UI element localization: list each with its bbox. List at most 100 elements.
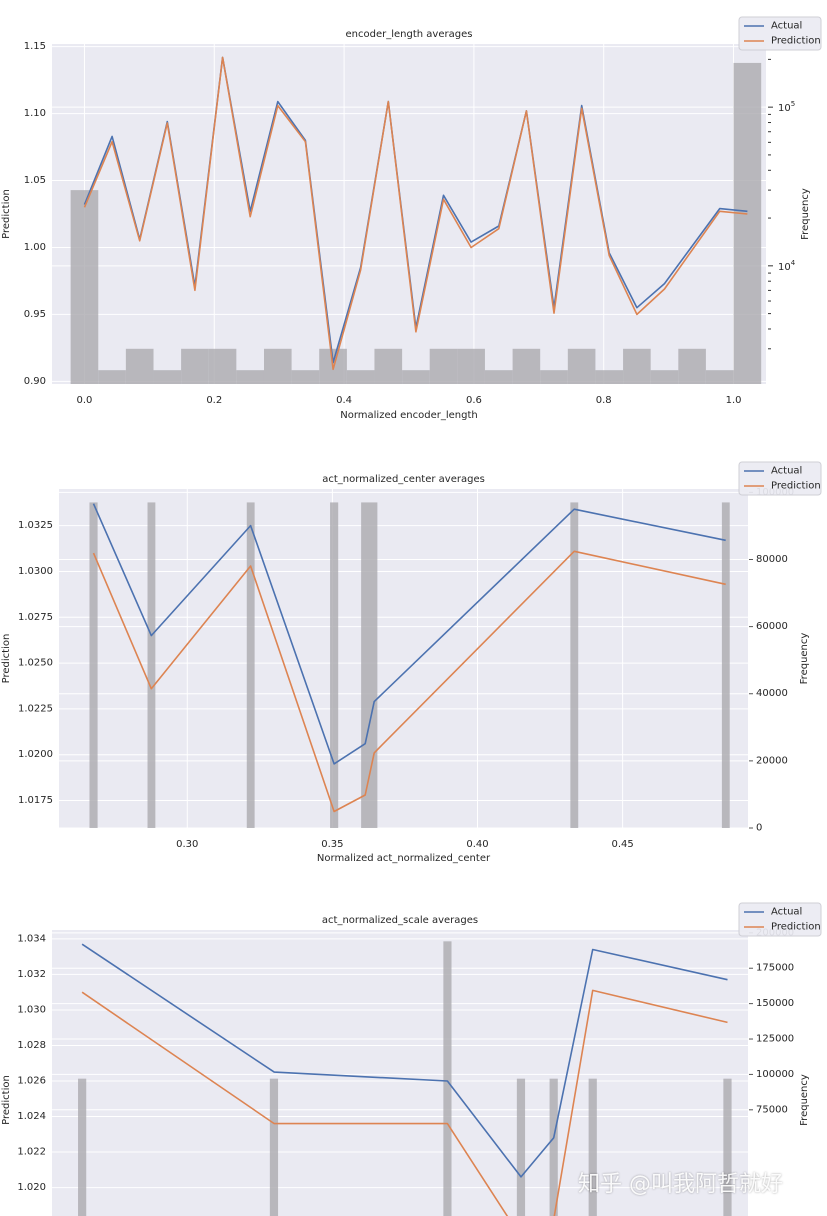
y-tick-label: 1.15 — [24, 41, 46, 52]
legend-label-prediction: Prediction — [771, 481, 821, 492]
legend: Actual Prediction — [738, 16, 822, 51]
histogram — [89, 502, 730, 828]
series-lines — [81, 943, 728, 1216]
histogram-bar — [402, 370, 430, 384]
histogram-bar — [588, 1078, 597, 1216]
y2-tick-label: 125000 — [756, 1034, 794, 1045]
y-tick-label: 0.90 — [24, 376, 46, 387]
y2-tick-label: 100000 — [756, 1069, 794, 1080]
histogram-bar — [153, 370, 182, 384]
plot-background — [52, 44, 766, 384]
x-tick-label: 0.2 — [206, 395, 222, 406]
gridlines — [52, 932, 748, 1189]
series-line-prediction — [81, 989, 728, 1216]
y-tick-label: 1.05 — [24, 175, 46, 186]
histogram-bar — [346, 370, 375, 384]
y2-axis-label: Frequency — [800, 188, 811, 240]
plot-background — [52, 930, 748, 1216]
legend-label-actual: Actual — [771, 466, 802, 477]
histogram-bar — [457, 348, 485, 384]
y-tick-label: 1.00 — [24, 242, 46, 253]
histogram-bar — [540, 370, 568, 384]
series-lines — [83, 56, 748, 371]
histogram-bar — [650, 370, 679, 384]
histogram-bar — [291, 370, 320, 384]
y2-tick-label: 75000 — [756, 1104, 788, 1115]
y2-tick-exponent: 4 — [791, 259, 796, 267]
histogram-bar — [570, 502, 579, 828]
x-axis-label: Normalized act_normalized_center — [317, 853, 491, 864]
histogram-bar — [721, 502, 730, 828]
series-lines — [92, 503, 726, 813]
y-tick-label: 1.028 — [17, 1040, 46, 1051]
y-tick-label: 0.95 — [24, 309, 46, 320]
histogram-bar — [623, 348, 651, 384]
histogram-bar — [330, 502, 339, 828]
y2-axis-label: Frequency — [799, 1074, 810, 1126]
y-tick-label: 1.024 — [17, 1111, 46, 1122]
histogram-bar — [512, 348, 541, 384]
legend-label-prediction: Prediction — [771, 36, 821, 47]
histogram-bar — [89, 502, 98, 828]
y-tick-label: 1.0275 — [18, 612, 53, 623]
gridlines — [59, 489, 748, 828]
y2-tick-label: 150000 — [756, 998, 794, 1009]
plot-background — [59, 489, 748, 828]
y-tick-label: 1.026 — [17, 1075, 46, 1086]
x-tick-label: 0.30 — [176, 839, 198, 850]
x-tick-label: 0.35 — [321, 839, 343, 850]
x-tick-label: 0.40 — [466, 839, 488, 850]
chart-1: 0.900.951.001.051.101.150.0 0.2 0.4 0.6 0.8 1… — [1, 16, 822, 421]
histogram-bar — [269, 1078, 279, 1216]
histogram-bar — [208, 348, 237, 384]
histogram-bar — [374, 348, 403, 384]
series-line-prediction — [83, 56, 748, 371]
y-tick-label: 1.0175 — [18, 795, 53, 806]
x-tick-label: 0.4 — [336, 395, 352, 406]
y-tick-label: 1.0225 — [18, 703, 53, 714]
histogram-bar — [263, 348, 292, 384]
x-axis-label: Normalized encoder_length — [340, 410, 477, 421]
legend-label-actual: Actual — [771, 21, 802, 32]
watermark: 知乎 @叫我阿哲就好 — [578, 1172, 783, 1197]
histogram-bar — [705, 370, 734, 384]
y2-tick-label: 105 — [778, 100, 795, 114]
histogram-bar — [549, 1078, 558, 1216]
histogram-bar — [98, 370, 126, 384]
histogram-bar — [516, 1078, 526, 1216]
y-tick-label: 1.034 — [17, 933, 46, 944]
histogram-bar — [246, 502, 255, 828]
legend: Actual Prediction — [738, 461, 822, 496]
chart-title: act_normalized_center averages — [322, 474, 485, 485]
y2-tick-exponent: 5 — [791, 100, 795, 108]
histogram-bar — [443, 941, 452, 1216]
y-tick-label: 1.0200 — [18, 749, 53, 760]
histogram-bar — [429, 348, 458, 384]
y2-tick-label: 20000 — [756, 755, 788, 766]
histogram — [70, 62, 762, 384]
y-tick-label: 1.0250 — [18, 658, 53, 669]
histogram-bar — [236, 370, 264, 384]
histogram-bar — [361, 502, 378, 828]
histogram-bar — [78, 1078, 87, 1216]
y-axis-label: Prediction — [1, 634, 12, 684]
y-axis-label: Prediction — [1, 189, 12, 239]
x-tick-label: 0.8 — [596, 395, 612, 406]
y2-tick-label: 0 — [756, 823, 762, 834]
y-tick-label: 1.0325 — [18, 520, 53, 531]
chart-2: 1.0175 1.0200 1.0225 1.0250 1.0275 1.0300 1.03… — [1, 461, 822, 864]
legend-label-actual: Actual — [771, 907, 802, 918]
x-tick-label: 0.45 — [611, 839, 633, 850]
chart-title: encoder_length averages — [346, 29, 473, 40]
y2-tick-label: 40000 — [756, 688, 788, 699]
y-axis-label: Prediction — [1, 1075, 12, 1125]
y-tick-label: 1.0300 — [18, 566, 53, 577]
y-tick-label: 1.030 — [17, 1004, 46, 1015]
x-tick-label: 0.6 — [466, 395, 482, 406]
legend-label-prediction: Prediction — [771, 922, 821, 933]
histogram-bar — [125, 348, 154, 384]
histogram-bar — [181, 348, 209, 384]
histogram-bar — [733, 62, 762, 384]
chart-title: act_normalized_scale averages — [322, 915, 478, 926]
